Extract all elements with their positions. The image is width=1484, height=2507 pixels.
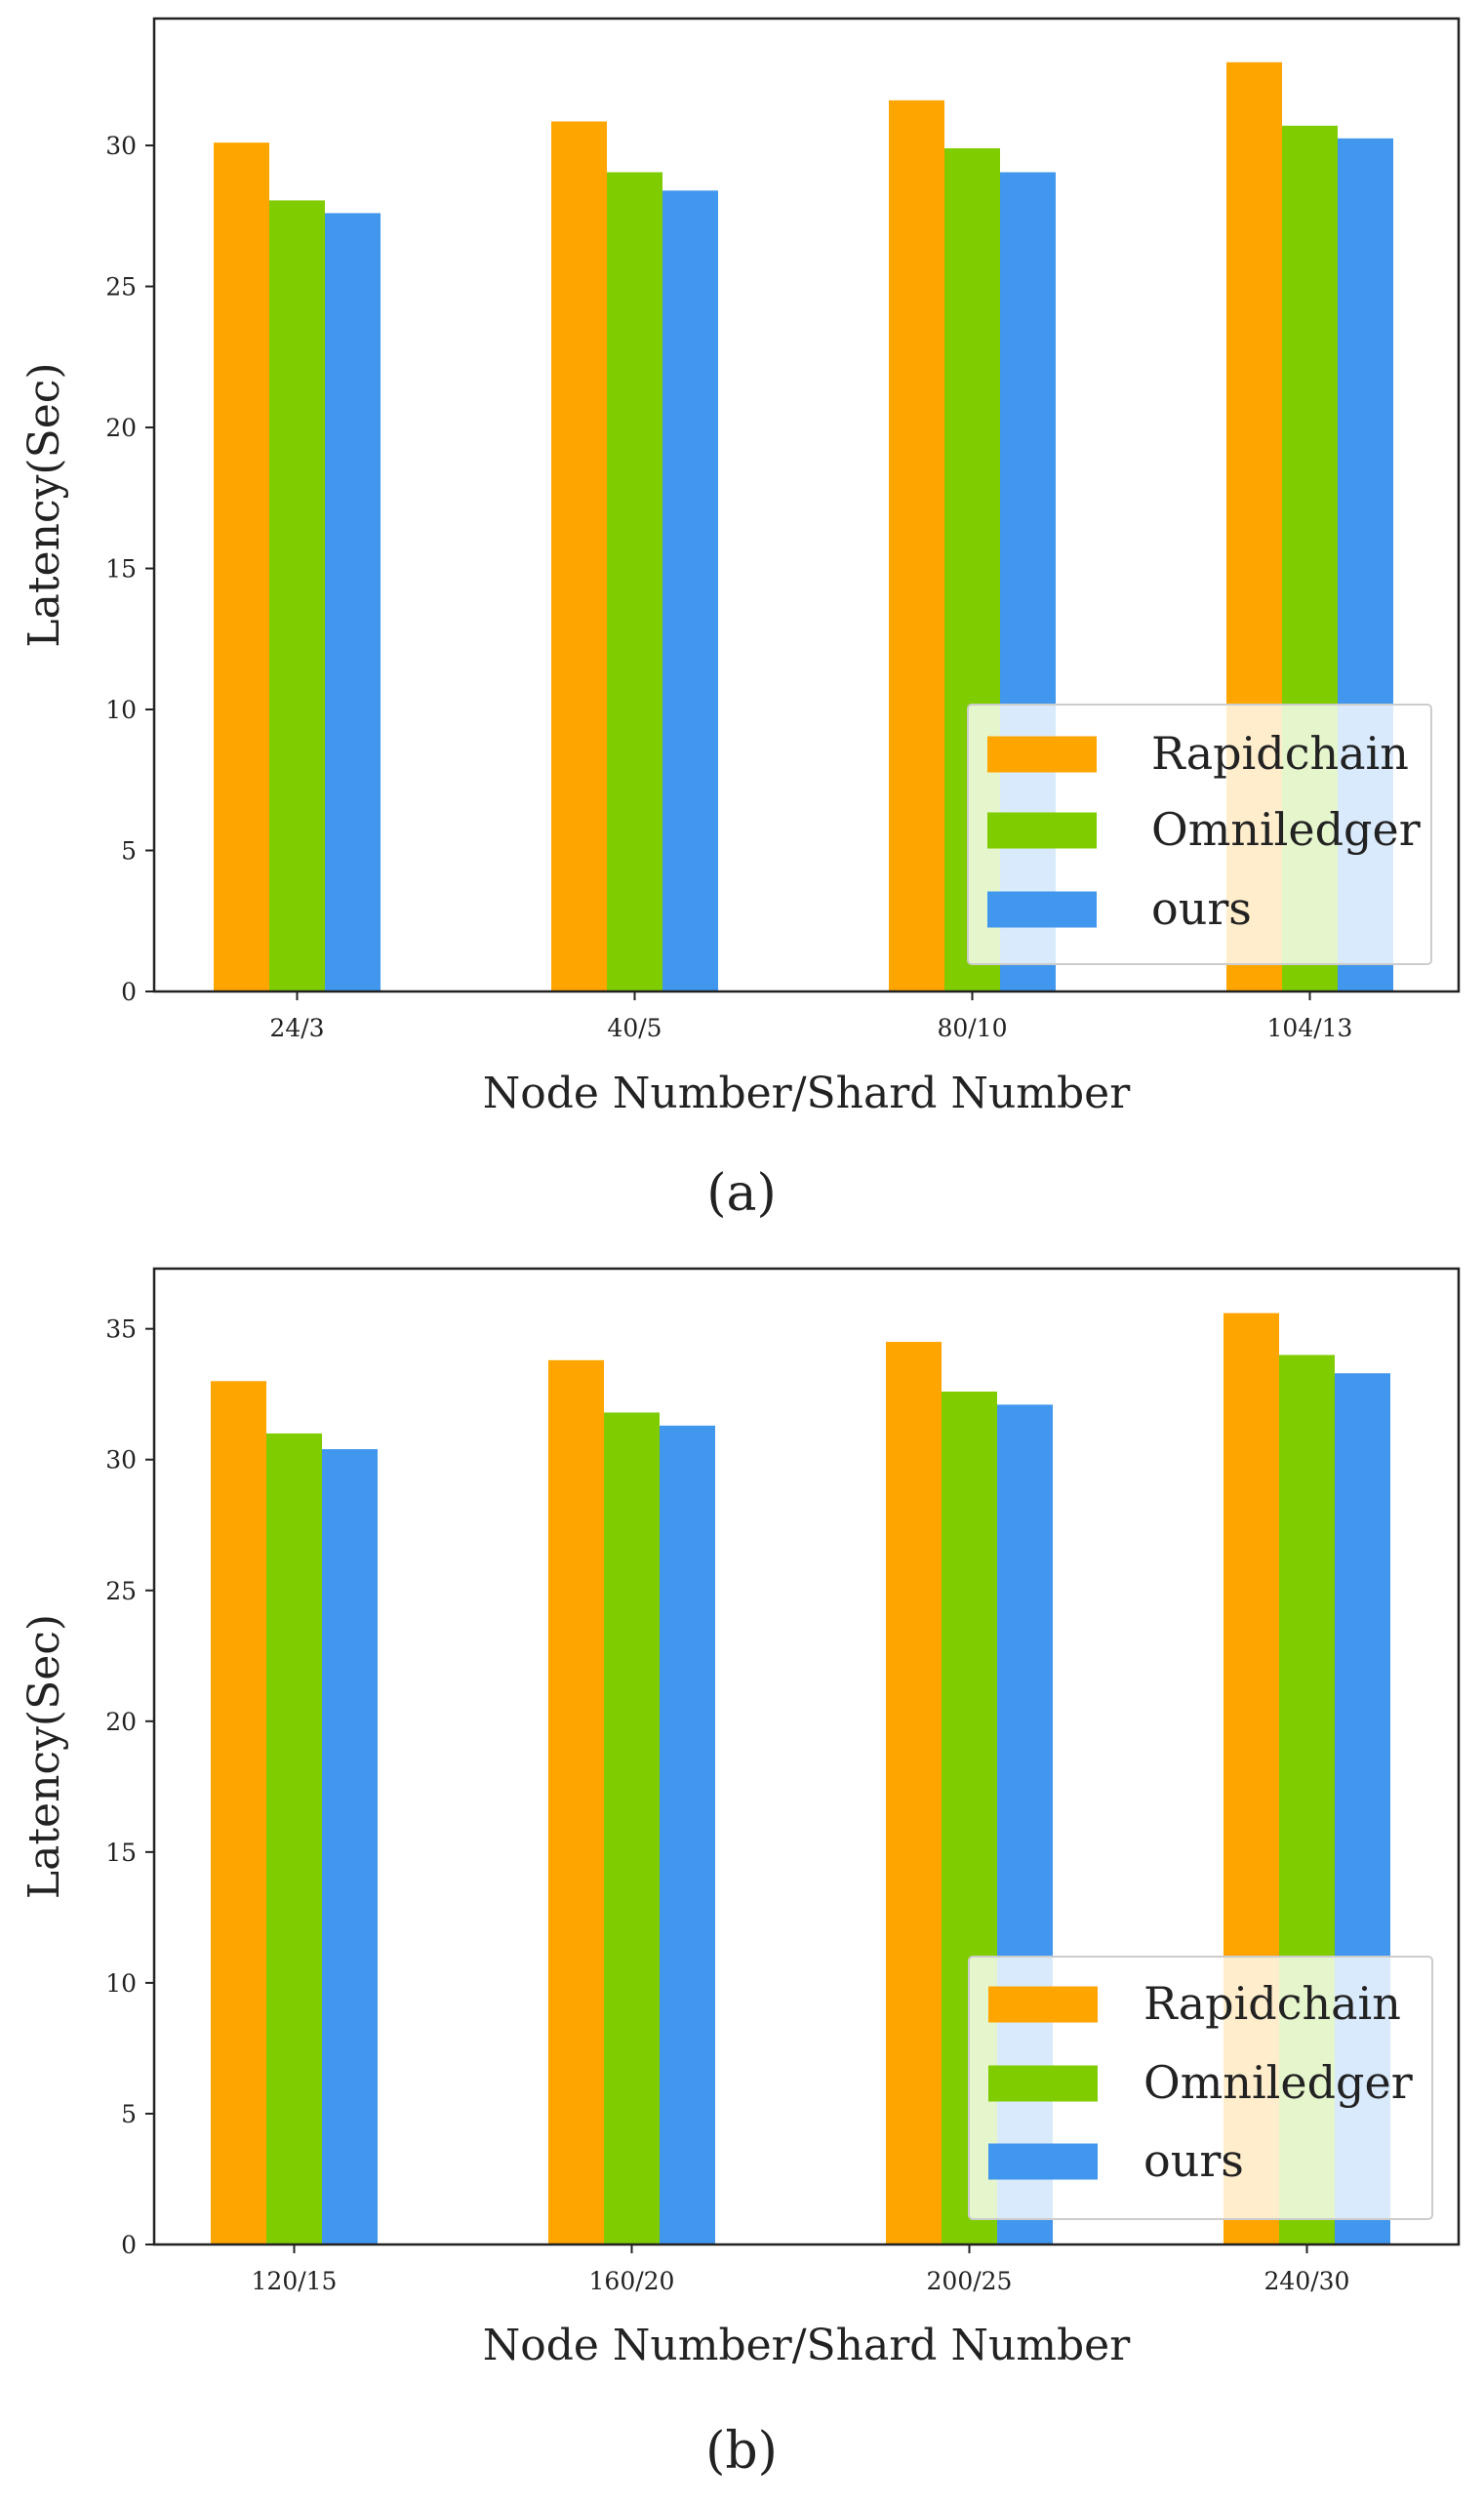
chart-a-y-axis-title: Latency(Sec) — [20, 362, 69, 647]
chart-b-ytick-label-25: 25 — [105, 1577, 137, 1605]
chart-b-legend-swatch-omniledger — [988, 2065, 1098, 2102]
chart-a-legend-swatch-ours — [987, 891, 1097, 928]
chart-b-legend-label-rapidchain: Rapidchain — [1143, 1977, 1401, 2030]
chart-b-ytick-label-20: 20 — [105, 1708, 137, 1736]
chart-a-ytick-label-30: 30 — [105, 132, 137, 160]
chart-b-legend-swatch-ours — [988, 2143, 1098, 2180]
chart-b-plot-frame — [152, 1267, 1461, 2246]
chart-a-ytick-label-10: 10 — [105, 696, 137, 724]
chart-b-ytick-label-10: 10 — [105, 1969, 137, 1998]
chart-a-legend-swatch-rapidchain — [987, 736, 1097, 773]
chart-a-ytick-label-20: 20 — [105, 414, 137, 442]
chart-b-legend-swatch-rapidchain — [988, 1986, 1098, 2023]
chart-a-bar-omniledger-1 — [269, 200, 325, 992]
chart-a-plot-frame — [152, 17, 1461, 993]
chart-a-legend-label-ours: ours — [1151, 882, 1252, 935]
chart-a-bar-ours-1 — [325, 213, 381, 991]
chart-b-ytick-label-0: 0 — [121, 2231, 137, 2259]
chart-b-bar-ours-2 — [660, 1425, 715, 2244]
chart-b-xtick-label-2: 160/20 — [589, 2267, 675, 2295]
chart-a-xtick-label-1: 24/3 — [269, 1014, 324, 1042]
chart-b-xtick-label-3: 200/25 — [927, 2267, 1013, 2295]
chart-b-x-axis-title: Node Number/Shard Number — [483, 2321, 1131, 2370]
chart-b-legend-label-ours: ours — [1143, 2134, 1244, 2187]
chart-b-y-axis-title: Latency(Sec) — [20, 1614, 69, 1899]
chart-a-legend-swatch-omniledger — [987, 812, 1097, 849]
chart-b-xtick-label-1: 120/15 — [252, 2267, 338, 2295]
chart-a-ytick-label-25: 25 — [105, 273, 137, 302]
chart-a-bar-omniledger-2 — [607, 172, 662, 992]
chart-b-bar-omniledger-2 — [604, 1412, 660, 2244]
chart-a-xtick-label-2: 40/5 — [607, 1014, 662, 1042]
chart-b-bar-ours-1 — [322, 1448, 378, 2244]
chart-b-bar-rapidchain-3 — [886, 1342, 942, 2244]
chart-b-ytick-label-30: 30 — [105, 1446, 137, 1475]
chart-b-bar-rapidchain-2 — [548, 1359, 604, 2244]
chart-a-ytick-label-5: 5 — [121, 837, 137, 866]
chart-a-bar-rapidchain-2 — [551, 121, 607, 991]
chart-b-xtick-label-4: 240/30 — [1264, 2267, 1350, 2295]
chart-b: Rapidchain Omniledger ours 0 5 10 15 20 25 30 35 12… — [20, 1267, 1461, 2481]
chart-b-legend-label-omniledger: Omniledger — [1143, 2056, 1413, 2109]
chart-a-bar-rapidchain-3 — [889, 100, 944, 992]
chart-a-bar-ours-2 — [662, 190, 718, 992]
chart-a-legend-label-omniledger: Omniledger — [1151, 803, 1421, 856]
chart-b-ytick-label-35: 35 — [105, 1315, 137, 1344]
chart-a-bar-rapidchain-1 — [214, 142, 269, 991]
chart-a-caption: (a) — [706, 1164, 777, 1223]
chart-b-ytick-label-5: 5 — [121, 2100, 137, 2128]
chart-a-ytick-label-0: 0 — [121, 978, 137, 1006]
chart-a-x-axis-title: Node Number/Shard Number — [483, 1069, 1131, 1118]
chart-a-legend-label-rapidchain: Rapidchain — [1151, 727, 1409, 780]
chart-b-bar-omniledger-1 — [266, 1433, 322, 2244]
chart-a-ytick-label-15: 15 — [105, 555, 137, 584]
chart-a-xtick-label-3: 80/10 — [937, 1014, 1007, 1042]
chart-b-bar-rapidchain-1 — [211, 1381, 266, 2244]
chart-a-xtick-label-4: 104/13 — [1267, 1014, 1353, 1042]
chart-a: Rapidchain Omniledger ours 0 5 10 15 20 25 30 24/3… — [20, 17, 1461, 1223]
chart-b-caption: (b) — [705, 2422, 778, 2481]
chart-b-ytick-label-15: 15 — [105, 1839, 137, 1867]
